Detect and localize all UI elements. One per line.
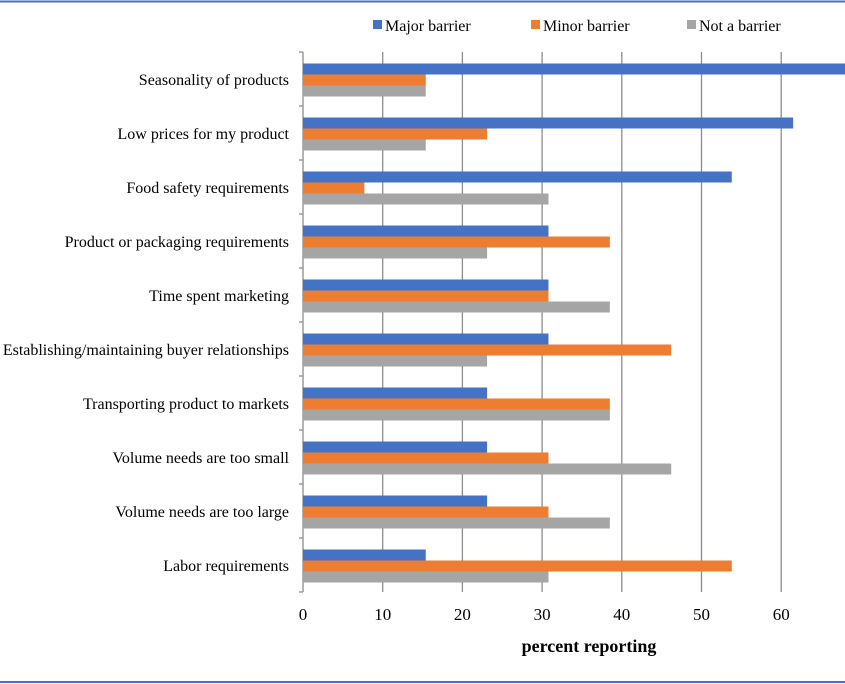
- bars: [303, 63, 845, 583]
- bar-not-a-barrier: [303, 409, 610, 421]
- legend-swatch: [373, 20, 382, 29]
- x-tick-label: 0: [299, 605, 308, 624]
- bar-minor-barrier: [303, 128, 488, 140]
- bar-minor-barrier: [303, 182, 365, 194]
- category-label: Time spent marketing: [149, 288, 289, 305]
- bar-major-barrier: [303, 549, 426, 561]
- category-label: Food safety requirements: [126, 180, 289, 197]
- bar-major-barrier: [303, 117, 794, 129]
- bar-not-a-barrier: [303, 517, 610, 529]
- x-tick-labels: 0 10 20 30 40 50 60: [299, 605, 790, 624]
- category-label: Establishing/maintaining buyer relations…: [3, 342, 289, 359]
- legend: Major barrier Minor barrier Not a barrier: [373, 18, 781, 35]
- x-tick-label: 50: [693, 605, 710, 624]
- bar-minor-barrier: [303, 560, 732, 572]
- bar-minor-barrier: [303, 290, 549, 302]
- bar-minor-barrier: [303, 74, 426, 86]
- bar-major-barrier: [303, 333, 549, 345]
- bar-not-a-barrier: [303, 193, 549, 205]
- bar-not-a-barrier: [303, 139, 426, 151]
- bar-not-a-barrier: [303, 463, 672, 475]
- category-label: Seasonality of products: [139, 72, 289, 89]
- bar-major-barrier: [303, 225, 549, 237]
- category-label: Low prices for my product: [117, 126, 289, 143]
- category-label: Volume needs are too large: [115, 504, 289, 521]
- x-tick-label: 40: [613, 605, 630, 624]
- legend-label: Minor barrier: [543, 18, 630, 35]
- bar-major-barrier: [303, 495, 488, 507]
- bar-major-barrier: [303, 279, 549, 291]
- bar-not-a-barrier: [303, 571, 549, 583]
- bar-minor-barrier: [303, 506, 549, 518]
- bar-not-a-barrier: [303, 355, 488, 367]
- legend-label: Major barrier: [385, 18, 471, 35]
- legend-label: Not a barrier: [699, 18, 781, 35]
- x-tick-label: 10: [374, 605, 391, 624]
- bar-not-a-barrier: [303, 85, 426, 97]
- legend-swatch: [687, 20, 696, 29]
- bar-minor-barrier: [303, 452, 549, 464]
- x-axis-label: percent reporting: [522, 636, 657, 656]
- category-label: Labor requirements: [163, 558, 289, 575]
- bar-not-a-barrier: [303, 247, 488, 259]
- x-tick-label: 60: [773, 605, 790, 624]
- category-labels: Seasonality of products Low prices for my…: [3, 72, 290, 575]
- bar-major-barrier: [303, 63, 845, 75]
- bar-major-barrier: [303, 387, 488, 399]
- bar-minor-barrier: [303, 344, 672, 356]
- bar-not-a-barrier: [303, 301, 610, 313]
- x-tick-label: 30: [534, 605, 551, 624]
- category-label: Volume needs are too small: [112, 450, 289, 467]
- bar-major-barrier: [303, 441, 488, 453]
- bar-major-barrier: [303, 171, 732, 183]
- legend-swatch: [531, 20, 540, 29]
- category-label: Transporting product to markets: [83, 396, 289, 413]
- bar-minor-barrier: [303, 398, 610, 410]
- category-label: Product or packaging requirements: [65, 234, 289, 251]
- x-tick-label: 20: [454, 605, 471, 624]
- bar-minor-barrier: [303, 236, 610, 248]
